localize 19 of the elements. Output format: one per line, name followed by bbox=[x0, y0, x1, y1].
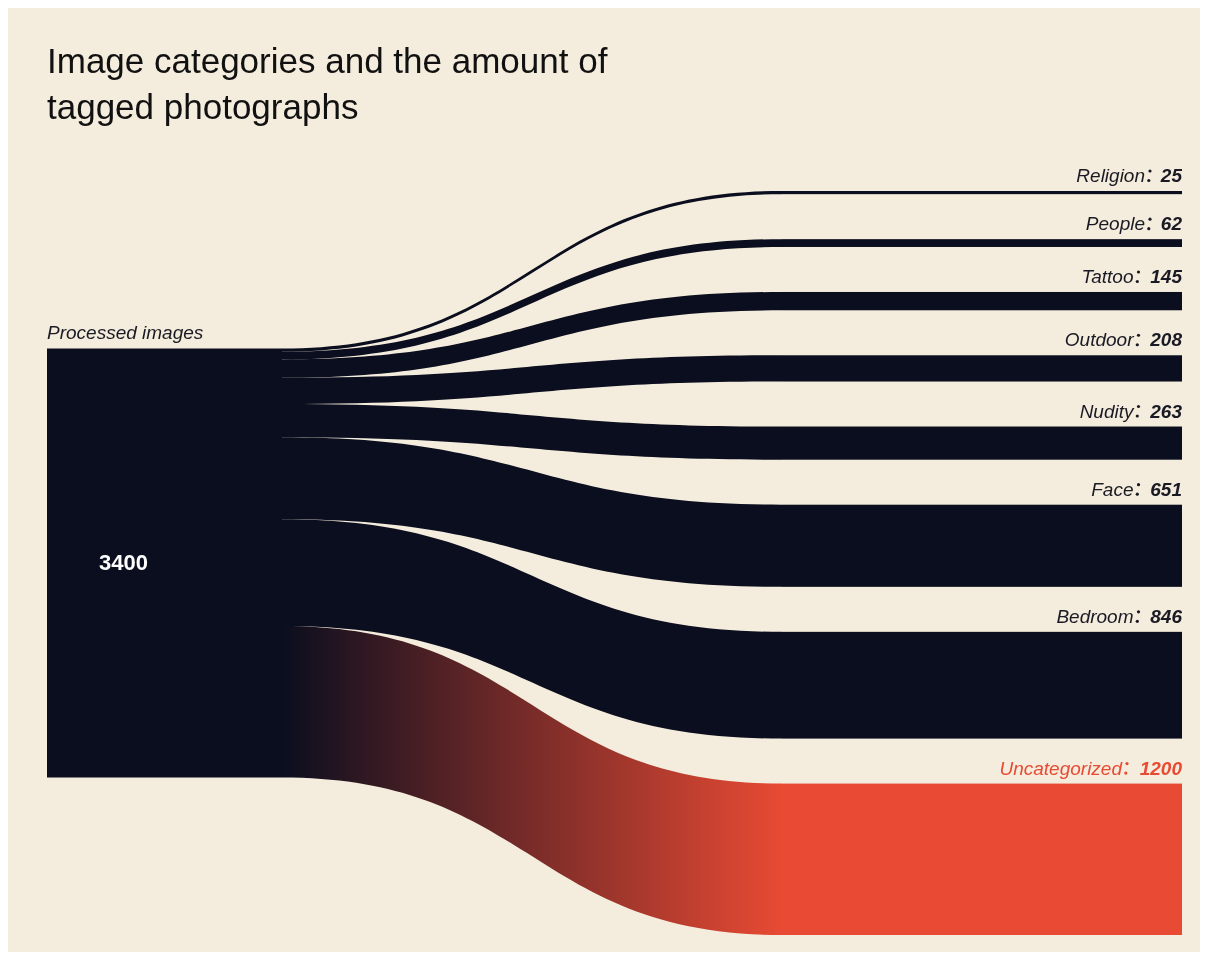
category-label: Processed images bbox=[47, 321, 204, 343]
category-label: Uncategorized bbox=[999, 757, 1124, 779]
category-label: Nudity bbox=[1079, 400, 1135, 422]
data-label: 25 bbox=[1159, 165, 1183, 186]
data-label: 3400 bbox=[99, 550, 148, 575]
data-label: 263 bbox=[1149, 400, 1183, 422]
data-label: 846 bbox=[1150, 605, 1183, 627]
data-label: 208 bbox=[1149, 329, 1183, 351]
category-label: Tattoo bbox=[1081, 265, 1134, 287]
data-label: 145 bbox=[1150, 265, 1183, 287]
text: Image categories and the amount of tagged photographs bbox=[47, 40, 609, 128]
category-label: Face bbox=[1091, 478, 1134, 500]
category-label: Bedroom bbox=[1056, 605, 1134, 627]
category-label: Religion bbox=[1076, 165, 1145, 186]
data-label: 651 bbox=[1150, 478, 1182, 500]
category-label: Outdoor bbox=[1064, 329, 1135, 351]
category-label: People bbox=[1085, 213, 1145, 235]
data-label: 1200 bbox=[1139, 757, 1183, 779]
data-label: 62 bbox=[1160, 213, 1183, 235]
